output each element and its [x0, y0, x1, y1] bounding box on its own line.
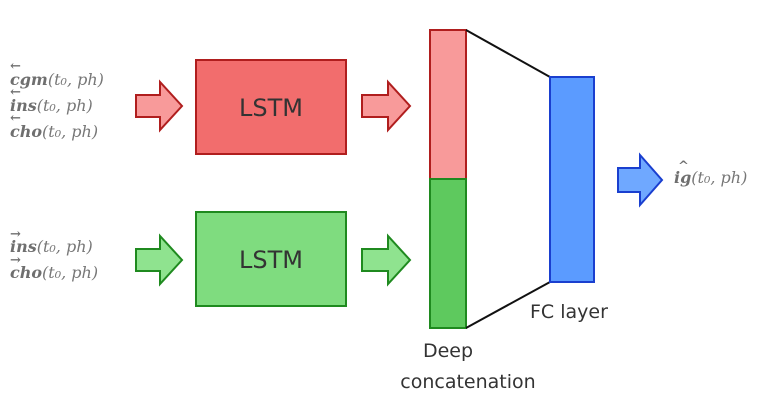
green-input-arrow: [135, 233, 184, 287]
input-ins-arrow: ←: [10, 85, 21, 100]
lstm-top-label: LSTM: [239, 94, 303, 122]
connector-bottom: [465, 281, 551, 329]
concat-red-segment: [429, 29, 467, 180]
bottom-inputs: → ins(t₀, ph) → cho(t₀, ph): [10, 227, 98, 282]
concat-label-line1: Deep: [423, 340, 473, 362]
input-ins: ins(t₀, ph): [10, 96, 93, 115]
blue-output-arrow: [617, 152, 664, 208]
concat-green-segment: [429, 178, 467, 329]
lstm-bottom-box: [195, 211, 347, 307]
input-cho-arrow: ←: [10, 111, 21, 126]
connector-top: [465, 29, 551, 78]
fc-layer-box: [549, 76, 595, 283]
red-input-arrow: [135, 79, 184, 133]
concat-label-line2: concatenation: [400, 371, 535, 393]
lstm-bottom-label: LSTM: [239, 246, 303, 274]
output-var: ig: [674, 168, 691, 187]
input-cho-fwd-args: (t₀, ph): [42, 263, 98, 282]
output-label: ig(t₀, ph): [674, 168, 747, 187]
green-output-arrow: [361, 233, 412, 287]
input-cgm-args: (t₀, ph): [48, 70, 104, 89]
input-cho-fwd: cho(t₀, ph): [10, 263, 98, 282]
input-cgm-var: cgm: [10, 70, 48, 89]
fc-layer-label: FC layer: [530, 301, 608, 323]
input-ins-fwd-var: ins: [10, 237, 37, 256]
lstm-top-box: [195, 59, 347, 155]
input-cho-var: cho: [10, 122, 42, 141]
output-hat: ^: [678, 159, 689, 174]
input-ins-args: (t₀, ph): [37, 96, 93, 115]
input-cho: cho(t₀, ph): [10, 122, 98, 141]
input-cho-args: (t₀, ph): [42, 122, 98, 141]
output-args: (t₀, ph): [691, 168, 747, 187]
input-ins-fwd-arrow: →: [10, 227, 21, 242]
input-cho-fwd-arrow: →: [10, 253, 21, 268]
input-cgm: cgm(t₀, ph): [10, 70, 104, 89]
input-ins-var: ins: [10, 96, 37, 115]
top-inputs: ← cgm(t₀, ph) ← ins(t₀, ph) ← cho(t₀, ph…: [10, 59, 104, 141]
input-ins-fwd: ins(t₀, ph): [10, 237, 93, 256]
input-cgm-arrow: ←: [10, 59, 21, 74]
input-cho-fwd-var: cho: [10, 263, 42, 282]
red-output-arrow: [361, 79, 412, 133]
input-ins-fwd-args: (t₀, ph): [37, 237, 93, 256]
